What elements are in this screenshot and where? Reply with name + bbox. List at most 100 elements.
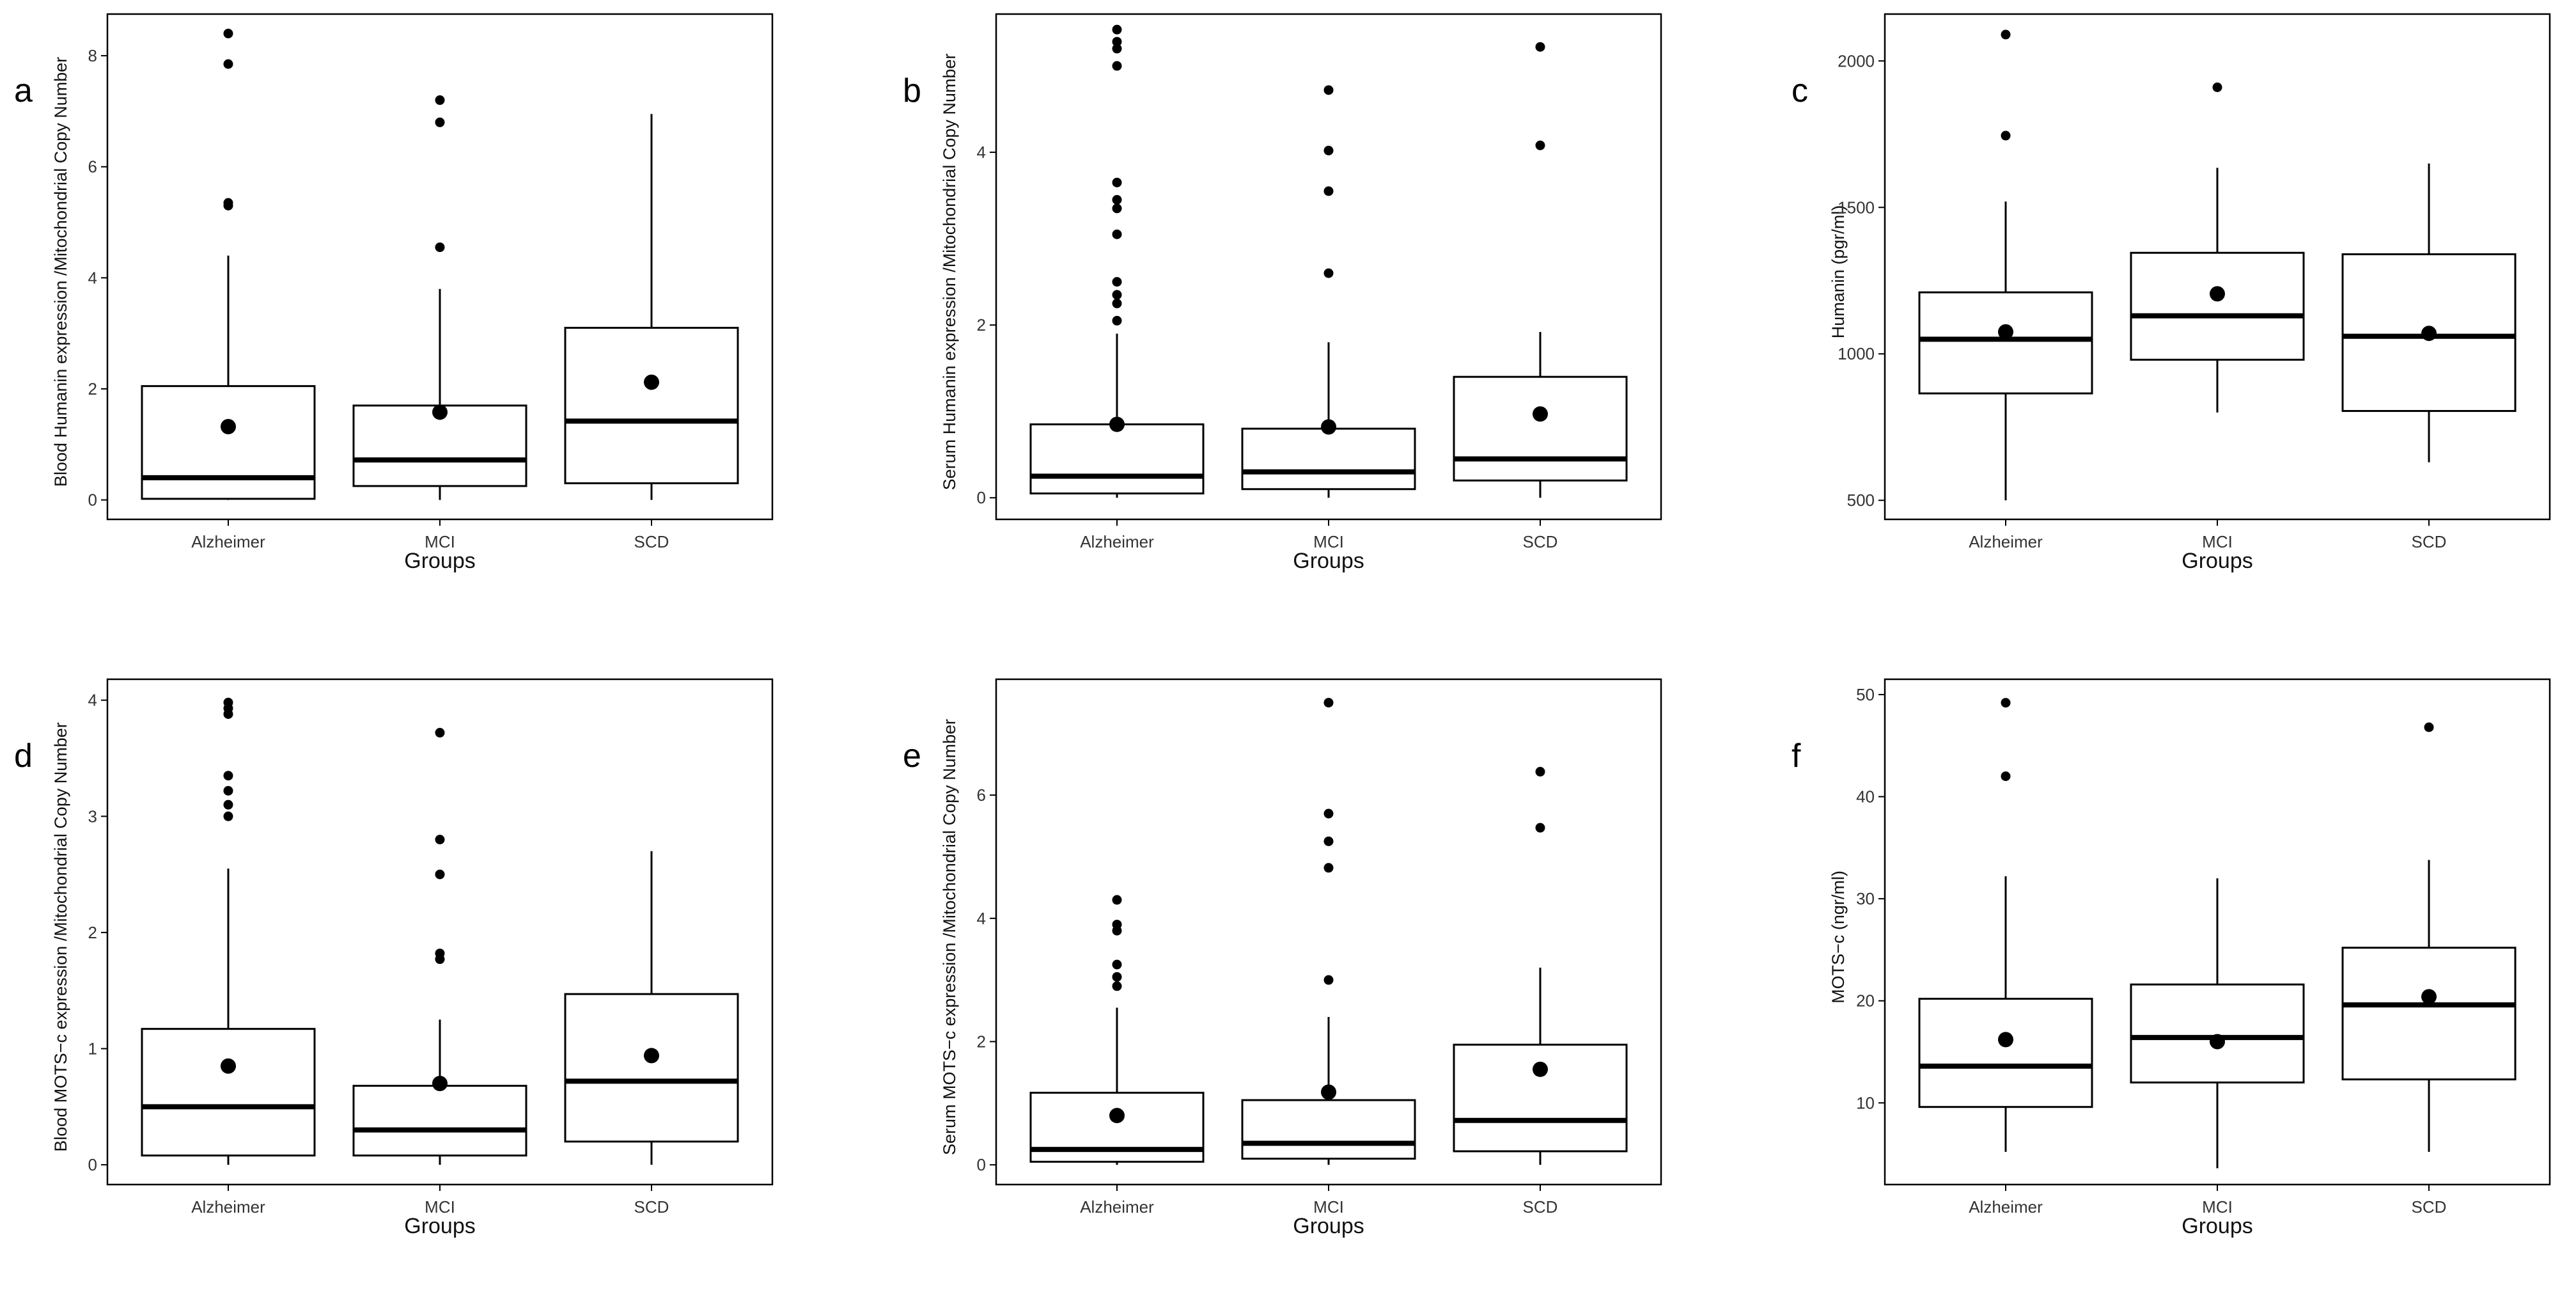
mean-marker [1109,416,1125,432]
y-tick-label: 3 [88,807,97,826]
box-body [2130,983,2305,1083]
y-tick-label: 10 [1856,1093,1875,1112]
x-tick-label: SCD [634,1197,669,1217]
x-tick-label: MCI [2202,532,2233,551]
outlier-point [1112,298,1122,308]
y-tick-label: 30 [1856,889,1875,908]
x-tick-label: SCD [2412,532,2447,551]
box-scd [1453,42,1628,498]
outlier-point [1112,972,1122,982]
outlier-point [435,95,445,106]
box-mci [352,728,527,1165]
outlier-point [1535,140,1545,150]
panel-letter: e [903,737,921,775]
panel-b: b Serum Humanin expression /Mitochondria… [889,0,1747,627]
mean-marker [1533,1061,1548,1077]
outlier-point [2212,82,2222,92]
x-tick-label: SCD [634,532,669,551]
box-body [564,326,739,485]
outlier-point [1112,919,1122,929]
panel-letter: b [903,72,921,109]
y-tick-label: 0 [977,1155,986,1174]
x-axis-label: Groups [2182,549,2253,573]
x-tick-label: Alzheimer [1969,1197,2043,1217]
box-body [1241,427,1416,491]
box-mci [1241,85,1416,498]
mean-marker [644,1048,659,1064]
y-tick-label: 6 [977,785,986,805]
outlier-point [1323,85,1334,95]
box-body [1453,1043,1628,1153]
outlier-point [1112,290,1122,300]
box-body [1918,998,2093,1108]
x-axis-label: Groups [404,1214,476,1238]
outlier-point [1112,43,1122,54]
box-alzheimer [141,697,316,1165]
outlier-point [1535,767,1545,777]
outlier-point [223,811,233,821]
plot-area: 500 1000 1500 2000 Alzheimer MCI SCD [1838,13,2551,551]
box-alzheimer [1029,895,1205,1165]
outlier-point [2001,130,2011,141]
outlier-point [1535,823,1545,833]
outlier-point [1112,959,1122,970]
box-alzheimer [1918,29,2093,501]
panel-d: d Blood MOTS−c expression /Mitochondrial… [0,665,859,1292]
outlier-point [2001,698,2011,708]
outlier-point [2001,771,2011,782]
outlier-point [1323,808,1334,819]
y-tick-label: 20 [1856,991,1875,1011]
y-tick-label: 2 [977,315,986,335]
mean-marker [432,404,448,420]
outlier-point [1112,203,1122,214]
outlier-point [223,198,233,208]
panel-letter: c [1791,72,1808,109]
box-mci [2130,82,2305,413]
box-alzheimer [1029,24,1205,498]
box-alzheimer [141,28,316,500]
panel-a: a Blood Humanin expression /Mitochondria… [0,0,859,627]
outlier-point [223,59,233,69]
outlier-point [435,242,445,253]
mean-marker [221,419,236,435]
panel-letter: f [1791,737,1801,775]
y-tick-label: 4 [977,909,986,928]
y-tick-label: 1 [88,1039,97,1059]
outlier-point [1323,698,1334,708]
y-tick-label: 8 [88,46,97,65]
x-tick-label: SCD [2412,1197,2447,1217]
mean-marker [432,1076,448,1091]
plot-area: 0 2 4 Alzheimer MCI SCD [977,13,1662,551]
mean-marker [1533,406,1548,422]
panel-f: f MOTS−c (ngr/ml) 10 20 30 40 50 Alzheimer MCI… [1777,665,2576,1292]
plot-area: 0 2 4 6 8 Alzheimer MCI SCD [88,13,774,551]
y-tick-label: 1000 [1838,344,1875,363]
mean-marker [2210,286,2225,302]
y-tick-label: 2 [88,923,97,942]
box-mci [352,95,527,500]
box-scd [564,851,739,1165]
y-tick-label: 4 [977,143,986,162]
outlier-point [435,869,445,879]
box-body [1918,291,2093,395]
outlier-point [1323,836,1334,846]
plot-area: 0 2 4 6 Alzheimer MCI SCD [977,678,1662,1217]
x-axis-label: Groups [1293,1214,1364,1238]
x-tick-label: MCI [1313,1197,1344,1217]
outlier-point [1112,981,1122,991]
outlier-point [1112,61,1122,71]
y-tick-label: 2000 [1838,51,1875,70]
x-tick-label: Alzheimer [1969,532,2043,551]
outlier-point [1323,186,1334,196]
box-scd [564,114,739,500]
outlier-point [1323,975,1334,985]
x-tick-label: SCD [1523,1197,1558,1217]
x-tick-label: Alzheimer [191,532,265,551]
outlier-point [435,117,445,127]
box-body [1029,423,1205,494]
outlier-point [223,800,233,810]
box-body [1241,1099,1416,1160]
outlier-point [223,28,233,38]
outlier-point [1112,36,1122,47]
outlier-point [435,835,445,845]
